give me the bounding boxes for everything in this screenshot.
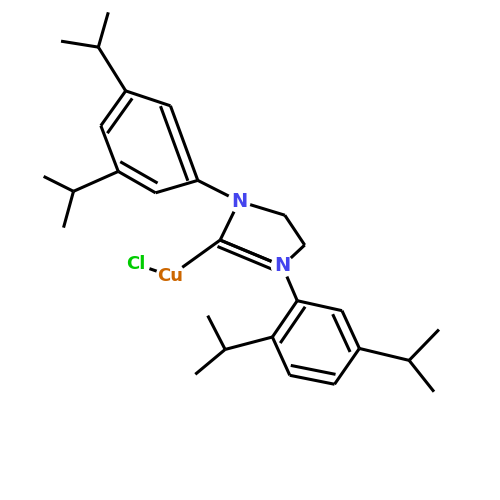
- Circle shape: [122, 250, 150, 278]
- Circle shape: [228, 190, 250, 212]
- Circle shape: [272, 255, 293, 277]
- Text: N: N: [231, 192, 247, 211]
- Circle shape: [156, 262, 184, 290]
- Text: Cl: Cl: [126, 255, 146, 273]
- Text: Cu: Cu: [158, 267, 184, 285]
- Text: N: N: [274, 256, 290, 276]
